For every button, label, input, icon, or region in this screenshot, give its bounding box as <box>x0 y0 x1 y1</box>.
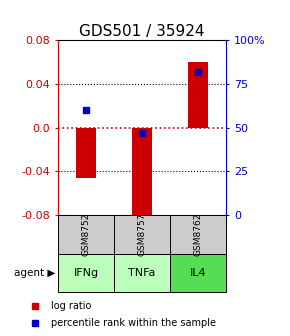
Text: log ratio: log ratio <box>51 301 91 311</box>
Bar <box>76 128 96 178</box>
Text: GSM8757: GSM8757 <box>137 213 147 256</box>
Bar <box>114 254 170 292</box>
Text: agent ▶: agent ▶ <box>14 268 55 278</box>
Text: percentile rank within the sample: percentile rank within the sample <box>51 319 216 328</box>
Bar <box>58 215 114 254</box>
Bar <box>170 254 226 292</box>
Bar <box>170 215 226 254</box>
Bar <box>188 62 208 128</box>
Title: GDS501 / 35924: GDS501 / 35924 <box>79 24 205 39</box>
Text: IL4: IL4 <box>190 268 206 278</box>
Bar <box>114 215 170 254</box>
Text: GSM8762: GSM8762 <box>194 213 203 256</box>
Bar <box>132 128 152 217</box>
Text: TNFa: TNFa <box>128 268 156 278</box>
Bar <box>58 254 114 292</box>
Text: IFNg: IFNg <box>73 268 99 278</box>
Text: GSM8752: GSM8752 <box>81 213 90 256</box>
